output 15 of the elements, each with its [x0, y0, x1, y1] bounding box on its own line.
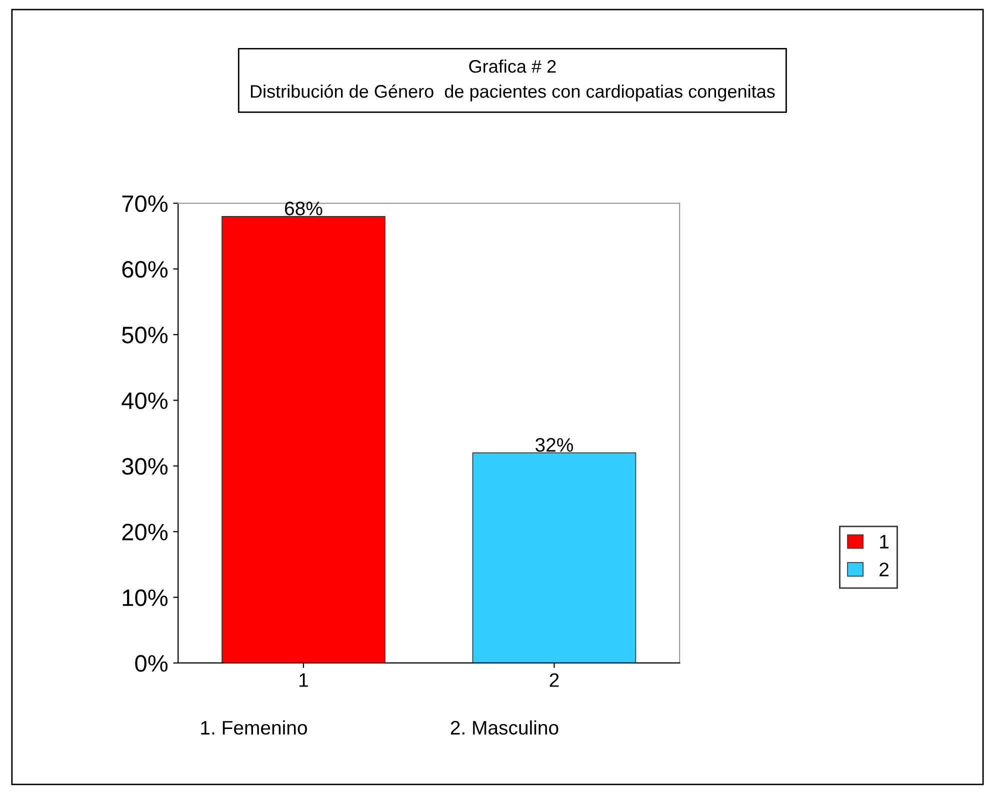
y-tick-label: 50%: [122, 326, 168, 344]
chart-title: Grafica # 2 Distribución de Género de pacientes con cardiopatias congenitas: [250, 60, 775, 102]
y-tick-label: 0%: [135, 655, 168, 672]
y-tick-label: 30%: [122, 458, 168, 475]
legend-label: 2: [880, 562, 888, 576]
text: 2. Masculino: [450, 720, 558, 735]
y-tick-label: 40%: [122, 392, 168, 410]
legend-label: 1: [880, 534, 889, 548]
data-label: 32%: [536, 438, 573, 452]
y-tick-label: 70%: [122, 195, 168, 212]
y-tick-label: 60%: [122, 261, 168, 278]
data-label: 68%: [285, 202, 322, 216]
text: 1. Femenino: [201, 720, 307, 735]
y-tick-label: 10%: [122, 589, 168, 606]
y-tick-label: 20%: [122, 524, 168, 540]
